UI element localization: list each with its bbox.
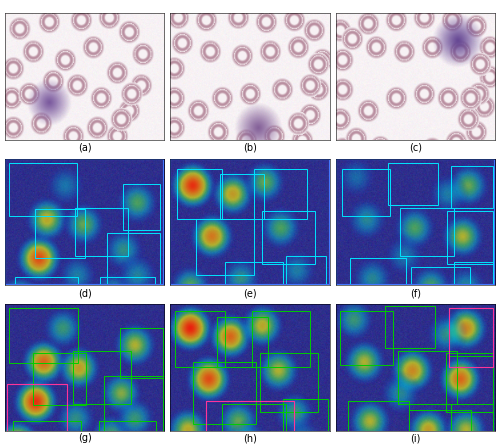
- Bar: [252, 311, 310, 368]
- X-axis label: (h): (h): [243, 433, 257, 444]
- Bar: [177, 169, 222, 219]
- X-axis label: (c): (c): [409, 143, 422, 153]
- Bar: [196, 219, 254, 275]
- Bar: [216, 317, 268, 368]
- Bar: [99, 420, 156, 444]
- Bar: [342, 169, 390, 216]
- Bar: [254, 169, 308, 219]
- Bar: [284, 399, 328, 444]
- Bar: [100, 277, 154, 321]
- Bar: [122, 184, 160, 230]
- Bar: [448, 211, 494, 264]
- X-axis label: (g): (g): [78, 433, 92, 444]
- Bar: [192, 361, 256, 424]
- Bar: [388, 163, 438, 205]
- Bar: [409, 410, 471, 444]
- X-axis label: (b): (b): [243, 143, 257, 153]
- Bar: [286, 256, 326, 306]
- Bar: [451, 404, 494, 444]
- Bar: [348, 401, 409, 444]
- Bar: [451, 166, 494, 208]
- Bar: [9, 309, 78, 363]
- Bar: [75, 208, 128, 256]
- Bar: [260, 353, 318, 412]
- Bar: [262, 211, 315, 264]
- X-axis label: (d): (d): [78, 288, 92, 298]
- Bar: [220, 174, 264, 219]
- Bar: [206, 401, 294, 444]
- Bar: [350, 258, 406, 309]
- Bar: [449, 309, 494, 357]
- X-axis label: (f): (f): [410, 288, 421, 298]
- Bar: [385, 306, 436, 348]
- Bar: [449, 309, 494, 368]
- Bar: [107, 233, 160, 284]
- Bar: [222, 404, 286, 444]
- Bar: [72, 351, 130, 404]
- Bar: [340, 311, 393, 365]
- Bar: [13, 420, 80, 444]
- Bar: [398, 351, 457, 404]
- Bar: [446, 353, 494, 412]
- X-axis label: (i): (i): [410, 433, 420, 444]
- Bar: [6, 385, 67, 444]
- Bar: [14, 277, 78, 323]
- X-axis label: (e): (e): [243, 288, 257, 298]
- Bar: [9, 163, 76, 216]
- Bar: [412, 267, 470, 317]
- Bar: [35, 210, 84, 258]
- X-axis label: (a): (a): [78, 143, 92, 153]
- Bar: [175, 311, 224, 368]
- Bar: [400, 208, 454, 256]
- Bar: [454, 262, 494, 309]
- Bar: [224, 262, 284, 312]
- Bar: [33, 353, 86, 405]
- Bar: [120, 328, 162, 378]
- Bar: [104, 376, 162, 431]
